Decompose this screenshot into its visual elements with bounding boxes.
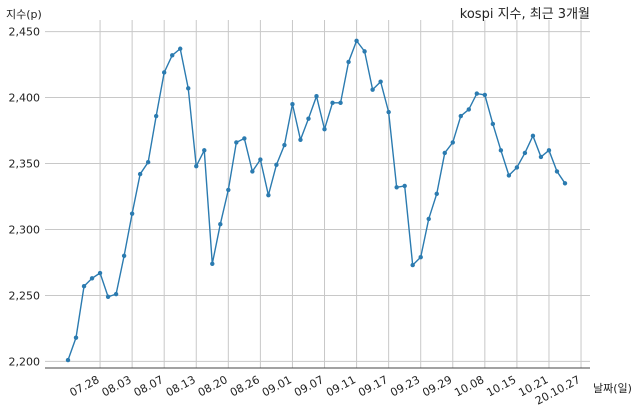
x-tick-label: 10.08 bbox=[452, 373, 486, 399]
data-point bbox=[338, 100, 343, 106]
data-point bbox=[514, 165, 520, 170]
data-point bbox=[530, 133, 536, 139]
data-point bbox=[258, 157, 263, 162]
y-tick-label: 2,400 bbox=[9, 92, 41, 105]
data-point bbox=[378, 79, 383, 84]
data-point bbox=[202, 148, 207, 153]
data-point bbox=[298, 137, 303, 142]
data-point bbox=[458, 113, 463, 119]
data-point bbox=[402, 183, 407, 189]
data-point bbox=[362, 49, 367, 54]
data-point bbox=[418, 254, 423, 260]
data-point bbox=[370, 87, 375, 92]
data-point bbox=[282, 142, 287, 148]
data-points bbox=[65, 38, 568, 363]
data-point bbox=[394, 185, 399, 190]
y-tick-label: 2,300 bbox=[9, 223, 41, 236]
data-point bbox=[105, 294, 111, 299]
data-point bbox=[242, 136, 247, 141]
data-point bbox=[145, 160, 151, 165]
data-point bbox=[121, 253, 127, 259]
data-point bbox=[81, 284, 87, 289]
gridlines bbox=[45, 20, 590, 368]
data-point bbox=[274, 162, 279, 168]
data-point bbox=[506, 173, 512, 178]
data-point bbox=[113, 291, 119, 297]
data-point bbox=[153, 113, 159, 119]
data-point bbox=[137, 171, 143, 177]
x-tick-label: 09.29 bbox=[420, 373, 454, 399]
data-point bbox=[226, 187, 231, 193]
data-point bbox=[89, 276, 95, 281]
data-point bbox=[186, 86, 191, 91]
y-tick-labels: 2,200 2,250 2,300 2,350 2,400 2,450 bbox=[9, 26, 41, 369]
data-point bbox=[554, 169, 560, 174]
y-axis-label: 지수(p) bbox=[6, 8, 42, 21]
x-tick-label: 08.03 bbox=[100, 373, 134, 399]
x-tick-label: 07.28 bbox=[68, 373, 102, 399]
data-point bbox=[322, 127, 327, 132]
data-point bbox=[426, 216, 431, 222]
chart-title: kospi 지수, 최근 3개월 bbox=[460, 7, 590, 22]
data-point bbox=[178, 46, 183, 51]
data-point bbox=[210, 261, 215, 266]
y-tick-label: 2,450 bbox=[9, 26, 41, 39]
data-point bbox=[161, 70, 167, 75]
data-point bbox=[330, 100, 335, 106]
x-tick-label: 09.17 bbox=[356, 373, 390, 399]
data-point bbox=[314, 94, 319, 99]
x-tick-labels: 07.2808.0308.0708.1308.2008.2609.0109.07… bbox=[68, 373, 583, 407]
data-point bbox=[306, 116, 311, 121]
data-point bbox=[386, 109, 391, 115]
series-line bbox=[67, 39, 566, 361]
y-tick-label: 2,250 bbox=[9, 289, 41, 302]
data-point bbox=[97, 270, 103, 276]
data-point bbox=[522, 150, 528, 156]
data-point bbox=[562, 181, 568, 186]
data-point bbox=[546, 148, 552, 153]
y-tick-label: 2,200 bbox=[9, 355, 41, 368]
x-tick-label: 09.11 bbox=[324, 373, 358, 399]
x-tick-label: 08.26 bbox=[228, 373, 262, 399]
x-tick-label: 08.07 bbox=[132, 373, 166, 399]
data-point bbox=[266, 192, 271, 198]
data-point bbox=[474, 91, 480, 96]
data-point bbox=[450, 140, 455, 145]
x-axis-label: 날짜(일) bbox=[593, 381, 632, 395]
data-point bbox=[434, 191, 439, 197]
data-point bbox=[354, 38, 359, 44]
data-point bbox=[482, 92, 488, 98]
data-point bbox=[218, 222, 223, 227]
data-point bbox=[466, 107, 472, 112]
y-tick-label: 2,350 bbox=[9, 158, 41, 171]
data-point bbox=[346, 59, 351, 65]
data-point bbox=[490, 121, 496, 127]
x-tick-label: 08.13 bbox=[164, 373, 198, 399]
data-point bbox=[73, 335, 79, 340]
data-point bbox=[250, 169, 255, 174]
x-tick-label: 08.20 bbox=[196, 373, 230, 399]
x-tick-label: 09.23 bbox=[388, 373, 422, 399]
x-tick-label: 09.07 bbox=[292, 373, 326, 399]
data-point bbox=[410, 262, 415, 268]
x-tick-label: 09.01 bbox=[260, 373, 294, 399]
data-point bbox=[290, 101, 295, 107]
data-point bbox=[129, 211, 135, 216]
data-point bbox=[194, 163, 199, 169]
data-point bbox=[234, 140, 239, 145]
data-point bbox=[170, 53, 175, 58]
data-point bbox=[442, 150, 447, 156]
data-point bbox=[65, 357, 71, 363]
data-point bbox=[498, 148, 504, 153]
data-point bbox=[538, 154, 544, 160]
x-tick-label: 10.15 bbox=[484, 373, 518, 399]
